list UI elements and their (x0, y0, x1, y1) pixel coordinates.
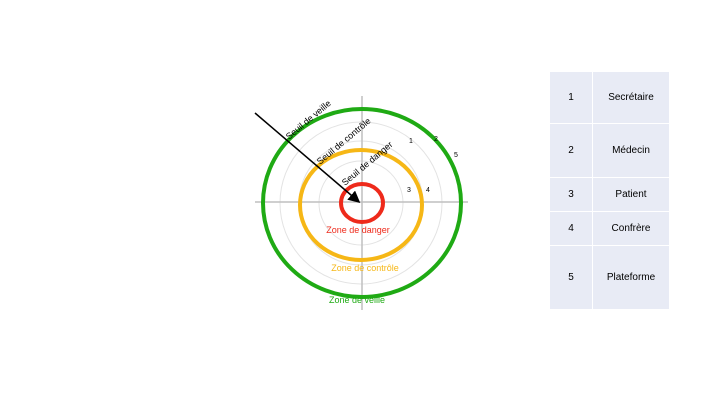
legend-row: 5 Plateforme (549, 245, 670, 310)
guide-ring-inner (318, 160, 404, 246)
legend-row: 1 Secrétaire (549, 71, 670, 124)
zone-label-controle: Zone de contrôle (331, 263, 399, 273)
zone-danger-ring (339, 182, 385, 224)
legend-label: Patient (592, 177, 670, 212)
zone-veille-ring (261, 107, 463, 299)
zone-label-veille: Zone de veille (329, 295, 385, 305)
legend-row: 2 Médecin (549, 123, 670, 178)
legend-label: Secrétaire (592, 71, 670, 124)
ring-number-3: 3 (407, 187, 411, 194)
guide-ring-outer (279, 121, 443, 285)
legend-number: 4 (549, 211, 593, 246)
legend-table: 1 Secrétaire 2 Médecin 3 Patient 4 Confr… (549, 71, 670, 310)
legend-row: 3 Patient (549, 177, 670, 212)
zone-controle-ring (298, 148, 424, 262)
legend-row: 4 Confrère (549, 211, 670, 246)
zone-label-danger: Zone de danger (326, 225, 390, 235)
legend-label: Confrère (592, 211, 670, 246)
ring-number-4: 4 (426, 187, 430, 194)
legend-number: 3 (549, 177, 593, 212)
legend-number: 2 (549, 123, 593, 178)
ring-number-1: 1 (409, 138, 413, 145)
legend-number: 1 (549, 71, 593, 124)
threshold-arrow (254, 112, 361, 203)
ring-number-2: 2 (434, 136, 438, 143)
legend-label: Plateforme (592, 245, 670, 310)
legend-number: 5 (549, 245, 593, 310)
legend-label: Médecin (592, 123, 670, 178)
ring-number-5: 5 (454, 152, 458, 159)
threshold-label-veille: Seuil de veille (284, 98, 333, 141)
